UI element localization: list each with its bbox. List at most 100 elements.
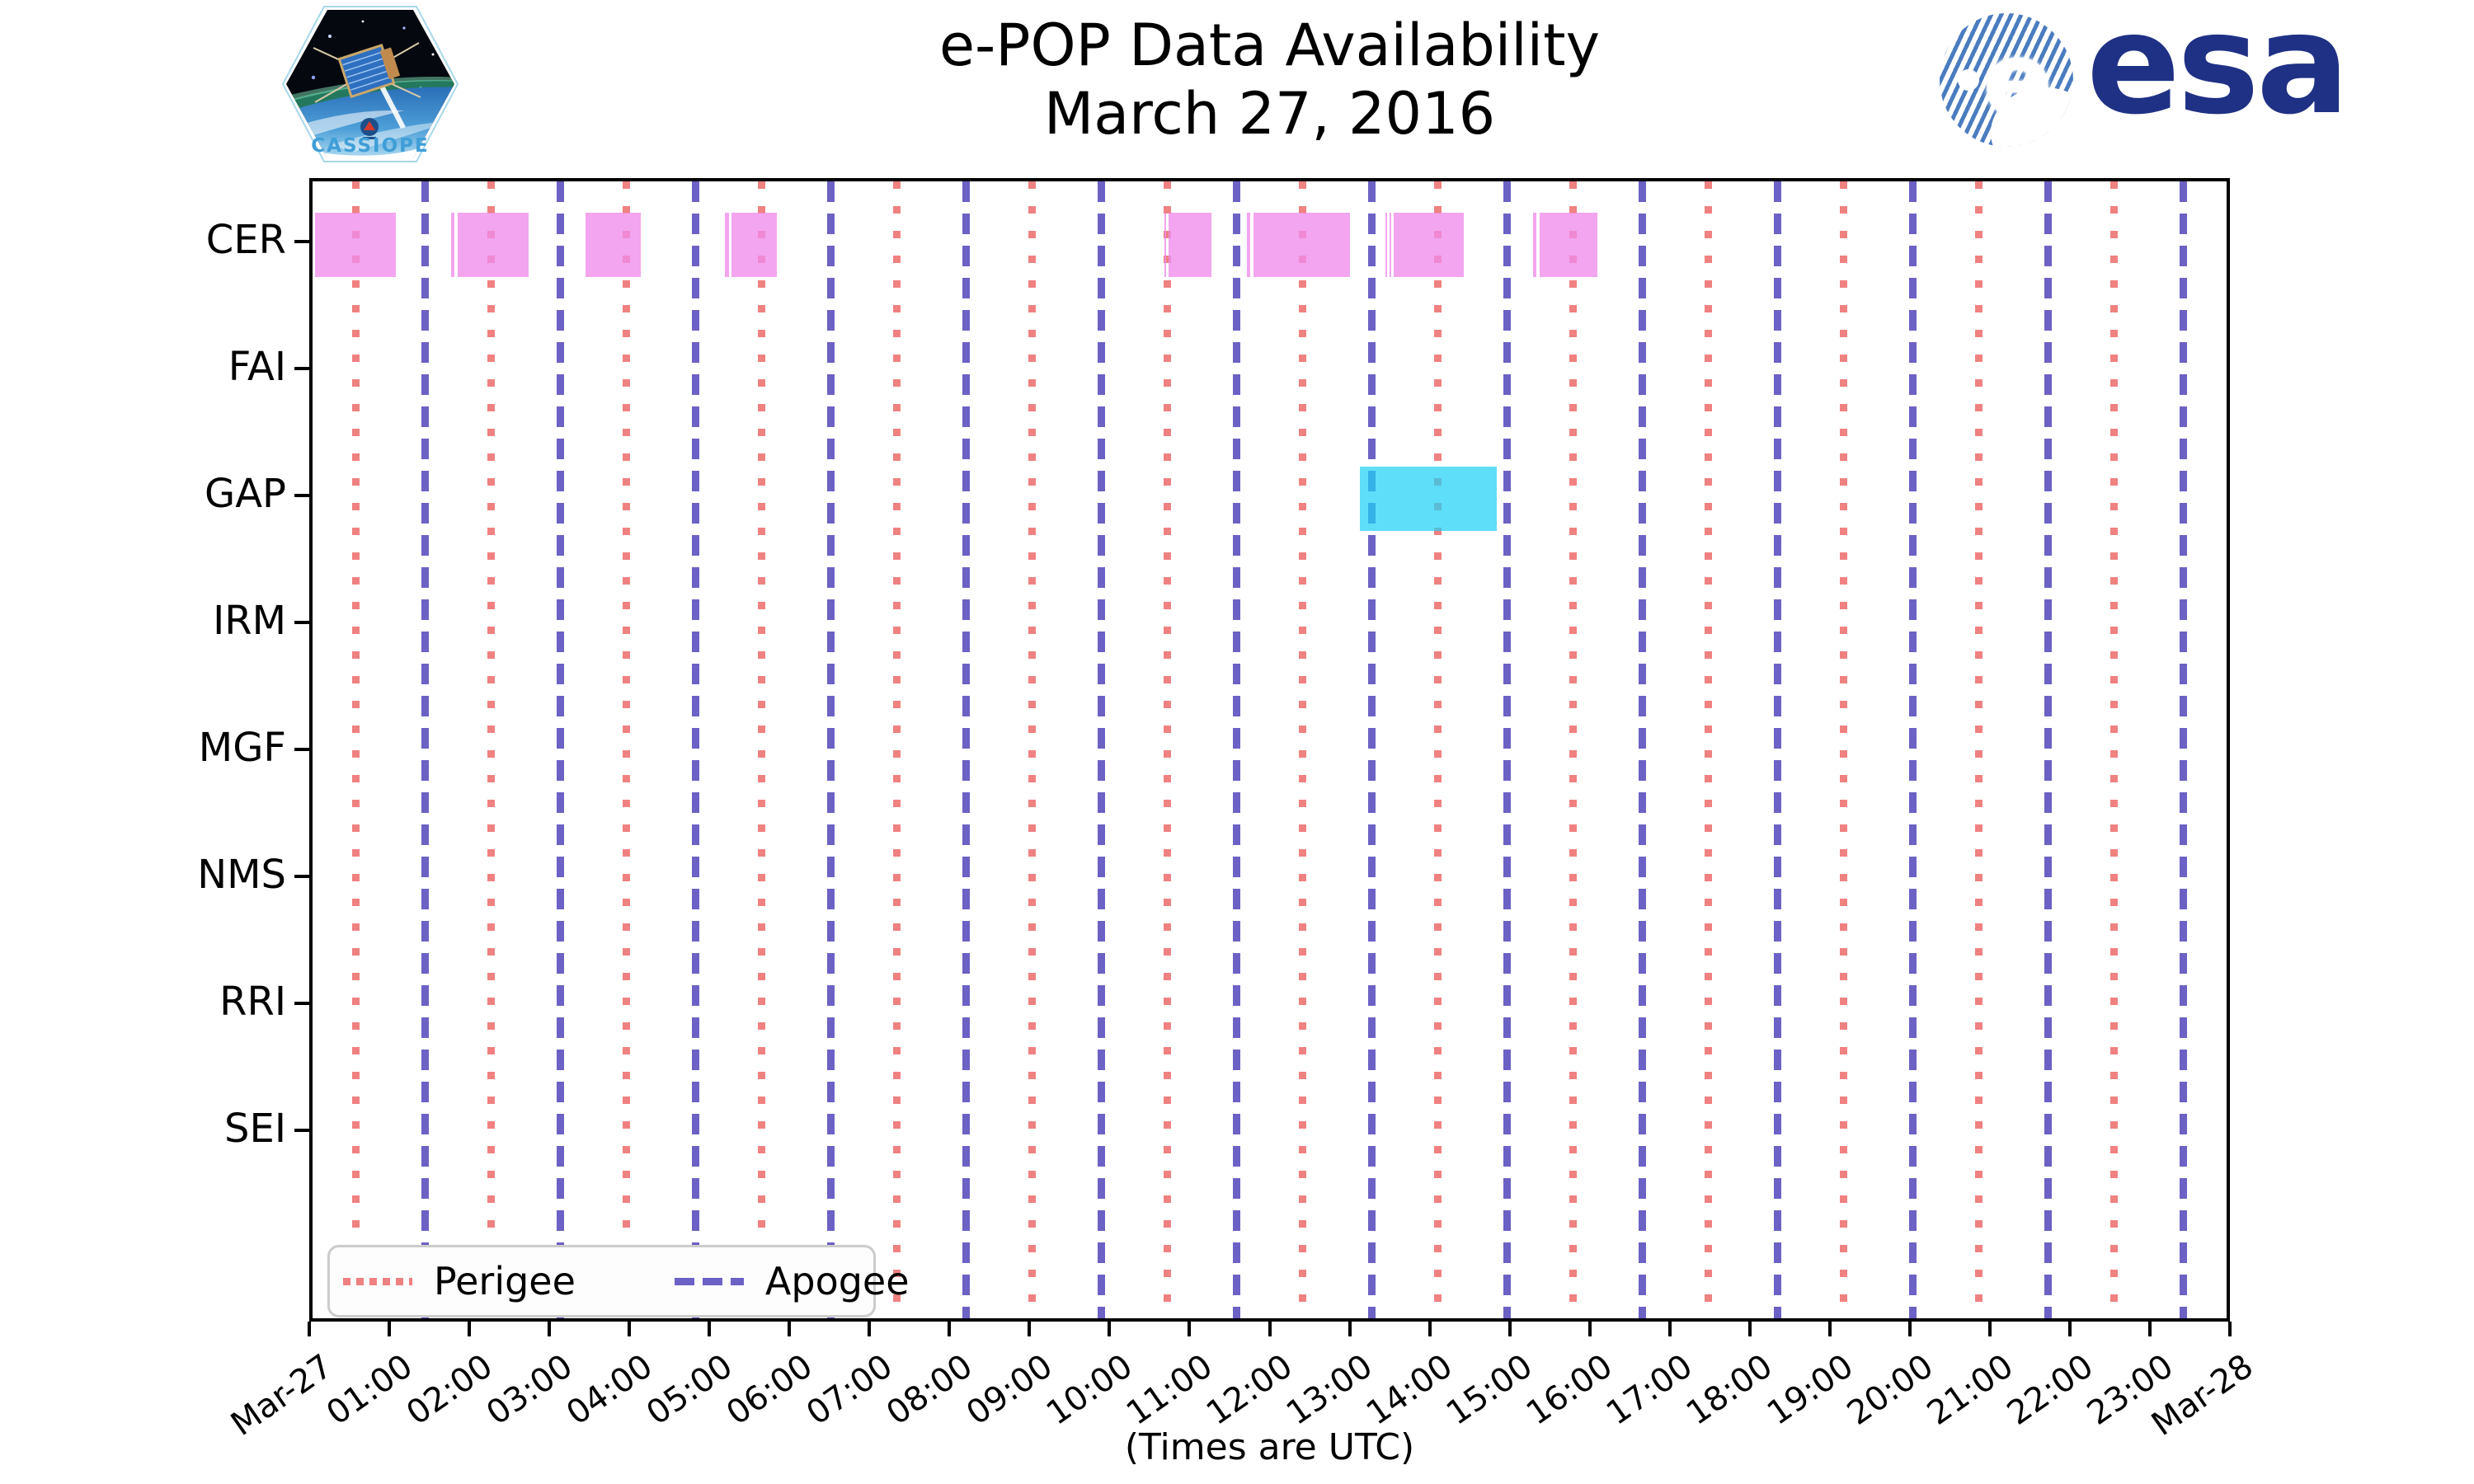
- availability-bar-cer: [314, 213, 396, 277]
- x-tick: [1028, 1322, 1032, 1336]
- x-tick: [1587, 1322, 1592, 1336]
- y-tick: [294, 367, 309, 370]
- x-tick: [388, 1322, 392, 1336]
- availability-bar-cer: [1385, 213, 1388, 277]
- apogee-line: [1503, 181, 1512, 1318]
- availability-bar-cer: [1539, 213, 1598, 277]
- perigee-line: [1298, 181, 1306, 1318]
- apogee-line: [557, 181, 565, 1318]
- perigee-line: [1433, 181, 1442, 1318]
- x-tick: [1268, 1322, 1272, 1336]
- x-tick-label-0400: 04:00: [559, 1347, 660, 1433]
- esa-logo-icon: e esa: [1940, 0, 2368, 158]
- x-tick-label-1700: 17:00: [1600, 1347, 1700, 1433]
- apogee-line: [1774, 181, 1782, 1318]
- apogee-line: [1368, 181, 1376, 1318]
- y-tick: [294, 494, 309, 497]
- legend-item-apogee: Apogee: [674, 1259, 910, 1303]
- cassiope-mission-patch-icon: CASSIOPE: [280, 5, 460, 163]
- x-tick-label-1000: 10:00: [1039, 1347, 1140, 1433]
- esa-wordmark: esa: [2086, 0, 2349, 145]
- chart-title: e-POP Data Availability: [938, 12, 1601, 79]
- x-tick: [788, 1322, 792, 1336]
- legend-item-perigee: Perigee: [343, 1259, 576, 1303]
- x-tick: [1747, 1322, 1752, 1336]
- y-axis-label-nms: NMS: [197, 852, 286, 898]
- cassiope-label: CASSIOPE: [311, 135, 429, 157]
- perigee-line: [892, 181, 901, 1318]
- x-tick-label-1400: 14:00: [1360, 1347, 1460, 1433]
- y-tick: [294, 748, 309, 751]
- apogee-line: [692, 181, 700, 1318]
- availability-bar-cer: [1164, 213, 1166, 277]
- apogee-line: [1909, 181, 1917, 1318]
- esa-e-glyph: e: [1982, 19, 2053, 140]
- x-tick: [2147, 1322, 2152, 1336]
- y-tick: [294, 621, 309, 624]
- x-tick: [548, 1322, 552, 1336]
- x-tick-label-0800: 08:00: [879, 1347, 980, 1433]
- y-axis-label-irm: IRM: [213, 598, 286, 644]
- perigee-line: [757, 181, 765, 1318]
- perigee-line: [1569, 181, 1577, 1318]
- x-tick: [1427, 1322, 1432, 1336]
- x-tick-label-0500: 05:00: [639, 1347, 740, 1433]
- apogee-line: [2180, 181, 2188, 1318]
- availability-bar-cer: [1169, 213, 1211, 277]
- x-tick: [2067, 1322, 2072, 1336]
- y-axis-label-cer: CER: [205, 217, 286, 263]
- apogee-line: [421, 181, 430, 1318]
- availability-bar-cer: [1394, 213, 1465, 277]
- plot-inner: [313, 181, 2227, 1318]
- availability-bar-cer: [1253, 213, 1350, 277]
- chart-subtitle: March 27, 2016: [1043, 79, 1496, 148]
- apogee-line: [1233, 181, 1241, 1318]
- perigee-line: [2109, 181, 2118, 1318]
- y-tick: [294, 240, 309, 243]
- x-tick-label-1100: 11:00: [1120, 1347, 1220, 1433]
- perigee-line: [351, 181, 360, 1318]
- x-tick: [1188, 1322, 1192, 1336]
- perigee-line: [1974, 181, 1982, 1318]
- apogee-line: [1098, 181, 1106, 1318]
- x-tick: [628, 1322, 632, 1336]
- apogee-line: [962, 181, 971, 1318]
- x-tick-label-0200: 02:00: [399, 1347, 500, 1433]
- y-axis-label-gap: GAP: [205, 471, 286, 517]
- x-tick: [308, 1322, 311, 1336]
- x-tick: [1348, 1322, 1352, 1336]
- x-tick-label-1800: 18:00: [1680, 1347, 1780, 1433]
- x-tick-label-0100: 01:00: [319, 1347, 420, 1433]
- x-tick: [2228, 1322, 2232, 1336]
- y-axis-label-sei: SEI: [224, 1106, 286, 1152]
- x-tick-label-1500: 15:00: [1440, 1347, 1540, 1433]
- perigee-line: [1704, 181, 1712, 1318]
- apogee-line: [827, 181, 835, 1318]
- availability-bar-cer: [1247, 213, 1251, 277]
- x-tick-label-1300: 13:00: [1280, 1347, 1380, 1433]
- y-axis-label-fai: FAI: [228, 344, 286, 390]
- y-tick: [294, 875, 309, 878]
- perigee-line: [487, 181, 495, 1318]
- availability-bar-cer: [457, 213, 529, 277]
- x-tick-label-2000: 20:00: [1840, 1347, 1940, 1433]
- legend: Perigee Apogee: [327, 1245, 910, 1317]
- x-tick-label-0300: 03:00: [479, 1347, 580, 1433]
- x-tick: [1507, 1322, 1512, 1336]
- x-tick-label-2200: 22:00: [2000, 1347, 2100, 1433]
- x-tick-label-0900: 09:00: [959, 1347, 1060, 1433]
- cassiope-patch-art: CASSIOPE: [281, 6, 459, 162]
- x-tick-label-1900: 19:00: [1760, 1347, 1860, 1433]
- plot-area: [309, 178, 2230, 1322]
- y-axis-label-mgf: MGF: [198, 725, 286, 771]
- legend-label-apogee: Apogee: [764, 1259, 910, 1303]
- apogee-line: [2044, 181, 2053, 1318]
- availability-bar-cer: [1532, 213, 1536, 277]
- availability-bar-cer: [1390, 213, 1392, 277]
- x-axis-label: (Times are UTC): [1124, 1426, 1415, 1468]
- availability-bar-cer: [731, 213, 777, 277]
- availability-bar-cer: [724, 213, 729, 277]
- x-tick: [1987, 1322, 1992, 1336]
- x-tick: [708, 1322, 712, 1336]
